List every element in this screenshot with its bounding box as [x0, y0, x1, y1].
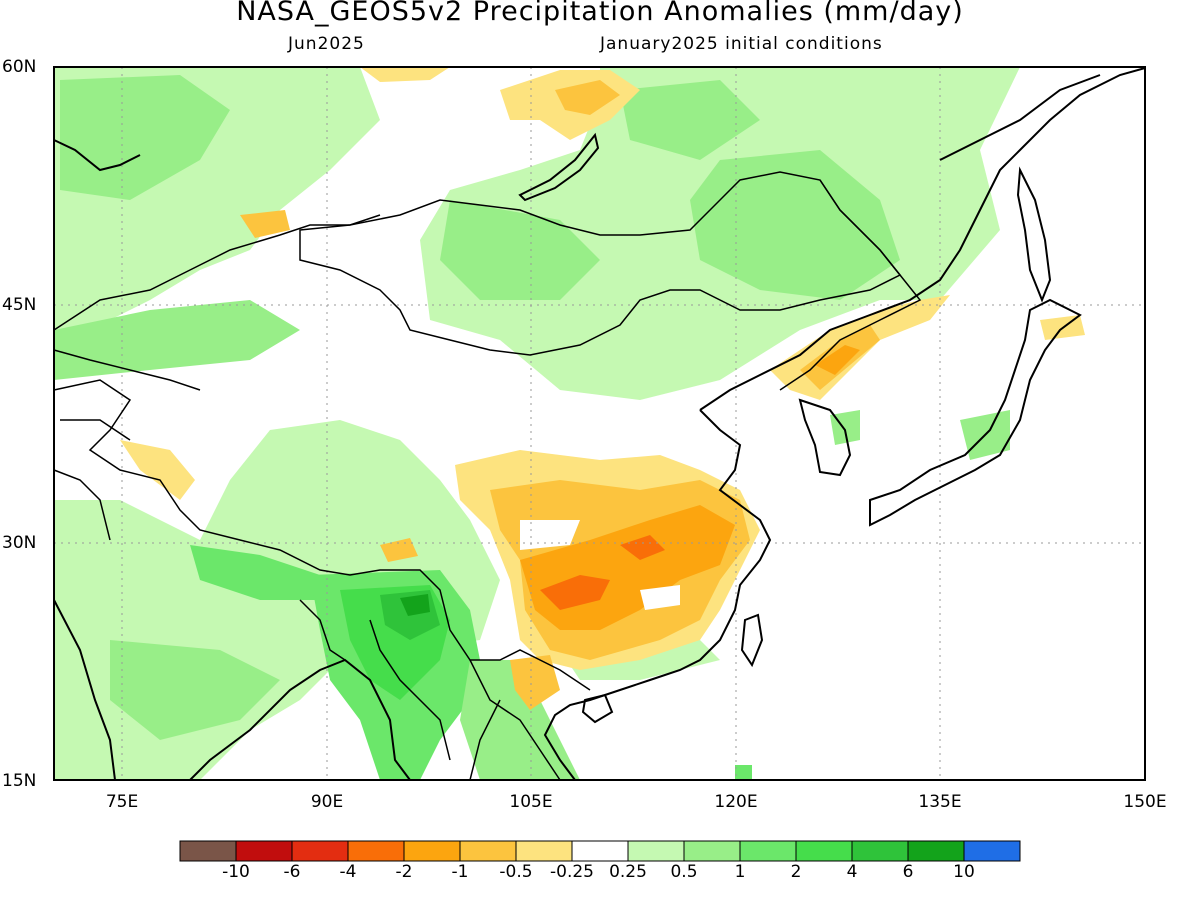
lon-label-75e: 75E: [105, 792, 139, 812]
colorbar-tick-label: -6: [283, 862, 301, 882]
colorbar-swatch: [291, 840, 349, 862]
map-frame: [53, 66, 1146, 781]
colorbar-tick-label: -2: [395, 862, 413, 882]
colorbar-tick-label: 0.25: [609, 862, 647, 882]
colorbar-tick-label: -4: [339, 862, 357, 882]
lon-label-135e: 135E: [918, 792, 962, 812]
border-southeast-asia: [469, 659, 561, 781]
border-china-northeast: [779, 179, 922, 391]
colorbar-tick-label: -0.25: [550, 862, 594, 882]
lon-label-120e: 120E: [714, 792, 758, 812]
dry-region-south-white: [640, 585, 680, 610]
colorbar-swatch: [627, 840, 685, 862]
lon-label-150e: 150E: [1123, 792, 1167, 812]
colorbar-tick-label: -10: [222, 862, 250, 882]
border-mongolia: [299, 171, 902, 356]
lon-label-90e: 90E: [310, 792, 344, 812]
coastline-korea: [798, 398, 852, 477]
lat-label-30n: 30N: [2, 533, 37, 553]
colorbar-tick-label: -0.5: [499, 862, 533, 882]
colorbar-tick-label: 4: [846, 862, 858, 882]
colorbar-swatch: [347, 840, 405, 862]
lat-label-60n: 60N: [2, 57, 37, 77]
colorbar-swatch: [235, 840, 293, 862]
coastline-okhotsk: [939, 74, 1101, 161]
border-india-myanmar: [299, 599, 451, 761]
lat-label-45n: 45N: [2, 295, 37, 315]
wet-region-philippines: [735, 765, 752, 780]
border-central-asia: [53, 349, 201, 541]
colorbar-tick-label: 6: [902, 862, 914, 882]
dry-region-korea-max: [815, 345, 860, 375]
colorbar-swatch: [683, 840, 741, 862]
dry-region-top-edge: [360, 67, 450, 82]
coastline-caspian: [53, 139, 141, 172]
dry-region-tibet-small: [380, 538, 418, 562]
border-russia-kazakhstan: [53, 214, 381, 331]
coastline-baikal: [518, 132, 600, 202]
colorbar-swatch: [795, 840, 853, 862]
colorbar-tick-label: -1: [451, 862, 469, 882]
wet-region-myanmar-max: [400, 594, 430, 616]
colorbar-swatch: [907, 840, 965, 862]
colorbar-tick-label: 0.5: [670, 862, 698, 882]
coastline-sakhalin: [1016, 166, 1052, 303]
colorbar-swatch: [403, 840, 461, 862]
wet-region-northwest: [620, 80, 760, 160]
coastline-japan: [869, 298, 1082, 527]
coastline-east-asia: [699, 67, 1146, 411]
lat-label-15n: 15N: [2, 771, 37, 791]
colorbar-tick-label: 1: [734, 862, 746, 882]
colorbar-swatch: [571, 840, 629, 862]
initial-conditions: January2025 initial conditions: [600, 34, 883, 54]
coastlines: [53, 67, 1146, 781]
coastline-bohai: [543, 409, 772, 781]
dry-region-vietnam: [510, 655, 560, 710]
chart-title: NASA_GEOS5v2 Precipitation Anomalies (mm…: [236, 0, 964, 27]
wet-region-india-core: [110, 640, 280, 740]
wet-region-mongolia: [690, 150, 900, 300]
colorbar-swatch: [459, 840, 517, 862]
anomaly-field: [54, 67, 1145, 780]
dry-region-pakistan: [120, 440, 195, 500]
colorbar-tick-label: 2: [790, 862, 802, 882]
wet-region-central-asia: [54, 300, 300, 380]
colorbar-swatch: [739, 840, 797, 862]
dry-region-kazakh-small: [240, 210, 290, 238]
lon-label-105e: 105E: [509, 792, 553, 812]
colorbar-swatch: [851, 840, 909, 862]
coastline-taiwan: [740, 613, 764, 668]
dry-region-north-core: [555, 80, 620, 115]
colorbar-swatch: [515, 840, 573, 862]
border-china-west: [53, 379, 591, 691]
colorbar-swatch: [963, 840, 1021, 862]
dry-region-yangtze-max: [540, 535, 665, 610]
borders: [53, 171, 922, 781]
forecast-month: Jun2025: [288, 34, 365, 54]
coastline-hainan: [581, 693, 614, 724]
coastline-india: [53, 599, 411, 781]
colorbar-swatch: [179, 840, 237, 862]
colorbar-tick-label: 10: [953, 862, 975, 882]
